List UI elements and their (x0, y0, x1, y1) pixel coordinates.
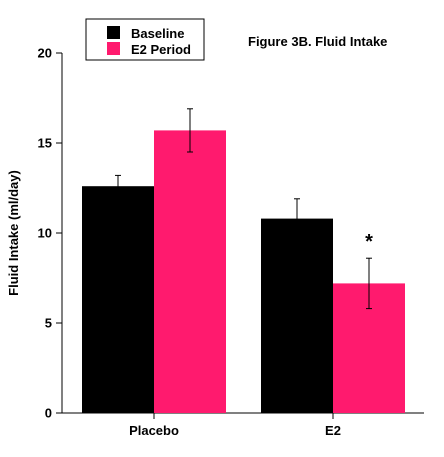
bar-baseline-e2 (261, 218, 333, 413)
bar-e2-period-placebo (154, 130, 226, 413)
y-tick-label-0: 0 (45, 406, 52, 421)
legend-swatch-baseline (107, 26, 120, 39)
y-tick-label-10: 10 (38, 226, 52, 241)
legend-swatch-e2-period (107, 42, 120, 55)
legend-label-e2-period: E2 Period (131, 42, 191, 57)
legend-box (85, 18, 205, 61)
legend: Baseline E2 Period (85, 18, 205, 61)
legend-label-baseline: Baseline (131, 26, 184, 41)
x-tick-label-placebo: Placebo (129, 423, 179, 438)
y-axis-title: Fluid Intake (ml/day) (6, 170, 21, 296)
significance-marker: * (365, 231, 373, 253)
x-tick-label-e2: E2 (325, 423, 341, 438)
chart-title: Figure 3B. Fluid Intake (248, 34, 387, 49)
bar-baseline-placebo (82, 186, 154, 413)
y-tick-label-15: 15 (38, 136, 52, 151)
y-tick-label-5: 5 (45, 316, 52, 331)
plot-area: 0 5 10 15 20 Placebo E2 * (38, 46, 424, 438)
y-tick-label-20: 20 (38, 46, 52, 61)
